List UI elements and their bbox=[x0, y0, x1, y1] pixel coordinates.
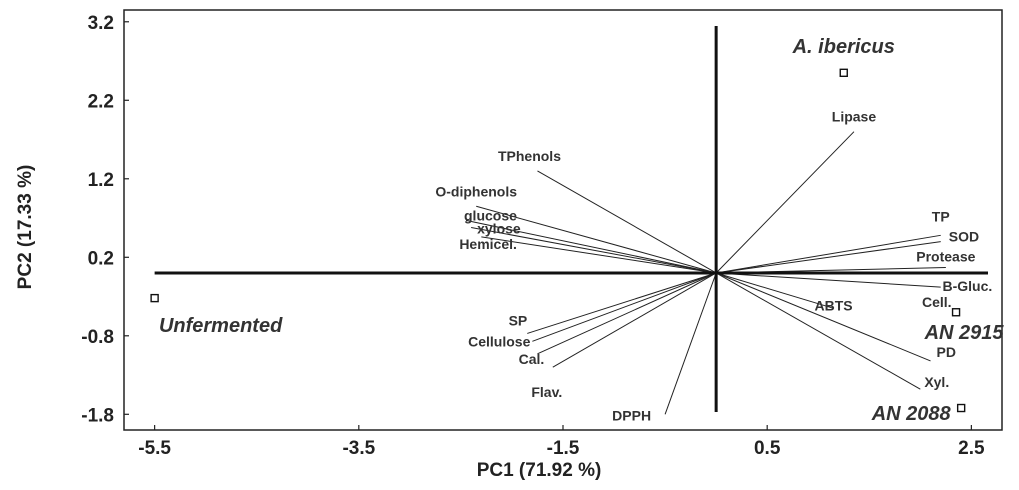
loading-label-tphenols: TPhenols bbox=[498, 148, 561, 164]
loading-vector-cellulose bbox=[532, 272, 717, 342]
x-axis-title: PC1 (71.92 %) bbox=[477, 460, 602, 481]
observation-label-a-ibericus: A. ibericus bbox=[792, 36, 895, 58]
loading-vector-pd bbox=[715, 272, 931, 362]
loading-vector-lipase bbox=[715, 131, 855, 274]
loading-vector-cal bbox=[537, 272, 717, 355]
y-tick-label: 0.2 bbox=[88, 248, 114, 269]
x-tick-label: -1.5 bbox=[547, 438, 580, 459]
observation-point-a-ibericus bbox=[839, 68, 848, 78]
loading-label-protease: Protease bbox=[916, 248, 975, 264]
loading-label-cal: Cal. bbox=[519, 351, 545, 367]
loading-vector-tphenols bbox=[537, 170, 717, 274]
y-tick-label: 2.2 bbox=[88, 91, 114, 112]
loading-label-sp: SP bbox=[509, 312, 528, 328]
loading-label-cellulose: Cellulose bbox=[468, 333, 530, 349]
observation-point-an-2915 bbox=[951, 308, 961, 317]
loading-vector-glucose bbox=[465, 219, 717, 274]
loading-label-glucose: glucose bbox=[464, 207, 517, 223]
loading-vector-xyl bbox=[715, 272, 921, 390]
y-tick-label: -1.8 bbox=[81, 405, 114, 426]
loading-label-abts: ABTS bbox=[814, 297, 852, 313]
loading-label-lipase: Lipase bbox=[832, 109, 877, 125]
loading-vector-hemicel bbox=[481, 236, 717, 274]
y-tick-label: 1.2 bbox=[88, 170, 114, 191]
loading-label-flav: Flav. bbox=[531, 384, 562, 400]
x-tick-label: -3.5 bbox=[342, 438, 375, 459]
loading-vector-o-diphenols bbox=[476, 205, 717, 274]
loading-label-xyl: Xyl. bbox=[924, 374, 949, 390]
observation-label-an-2088: AN 2088 bbox=[871, 403, 952, 425]
observation-point-an-2088 bbox=[956, 403, 966, 413]
loading-label-b-gluc: B-Gluc. bbox=[942, 278, 992, 294]
loading-vector-xylose bbox=[471, 226, 717, 274]
y-axis-title: PC2 (17.33 %) bbox=[15, 165, 36, 290]
loading-label-sod: SOD bbox=[949, 229, 979, 245]
x-tick-label: -5.5 bbox=[138, 438, 171, 459]
loading-vector-flav bbox=[552, 272, 717, 368]
plot-frame bbox=[123, 9, 1003, 431]
loading-vector-dpph bbox=[664, 272, 717, 415]
loading-vector-cell bbox=[716, 272, 941, 288]
loading-vector-tp bbox=[716, 234, 941, 274]
loading-vector-sod bbox=[716, 241, 941, 274]
loading-label-hemicel: Hemicel. bbox=[459, 236, 517, 252]
x-tick-label: 2.5 bbox=[958, 438, 985, 459]
loading-label-tp: TP bbox=[932, 208, 950, 224]
loading-label-dpph: DPPH bbox=[612, 407, 651, 423]
loading-label-xylose: xylose bbox=[477, 220, 521, 236]
x-tick-label: 0.5 bbox=[754, 438, 781, 459]
observation-label-an-2915: AN 2915 bbox=[924, 322, 1005, 344]
observation-label-unfermented: Unfermented bbox=[159, 315, 283, 337]
observation-point-unfermented bbox=[150, 293, 159, 303]
loading-vector-abts bbox=[715, 272, 834, 309]
y-tick-label: -0.8 bbox=[81, 327, 114, 348]
y-tick-label: 3.2 bbox=[88, 13, 114, 34]
loading-label-cell: Cell. bbox=[922, 294, 952, 310]
loading-vector-sp bbox=[527, 272, 717, 334]
loading-label-o-diphenols: O-diphenols bbox=[435, 183, 517, 199]
loading-label-pd: PD bbox=[937, 344, 956, 360]
